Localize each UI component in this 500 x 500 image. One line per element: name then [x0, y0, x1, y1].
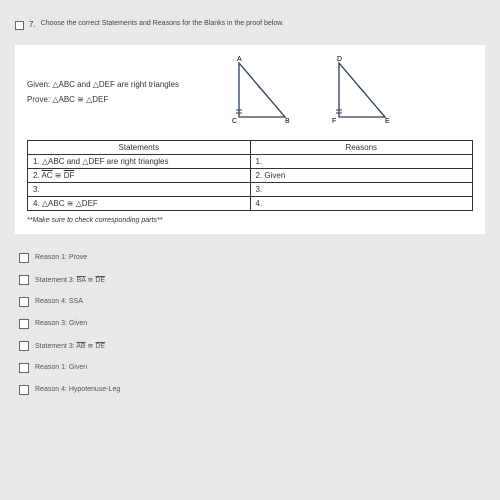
- option-checkbox[interactable]: [19, 385, 29, 395]
- option-checkbox[interactable]: [19, 341, 29, 351]
- option-item: Reason 4: Hypotenuse-Leg: [19, 384, 485, 395]
- svg-text:F: F: [332, 118, 336, 125]
- option-checkbox[interactable]: [19, 363, 29, 373]
- option-label: Statement 3: BA ≅ DE: [35, 276, 105, 284]
- svg-text:D: D: [337, 56, 342, 63]
- question-text: Choose the correct Statements and Reason…: [41, 20, 284, 27]
- triangle-diagrams: A C B D F E: [227, 55, 397, 130]
- table-row: 1. △ABC and △DEF are right triangles 1.: [28, 155, 473, 169]
- table-row: 2. AC ≅ DF 2. Given: [28, 169, 473, 183]
- given-label: Given:: [27, 80, 50, 89]
- triangle-abc: A C B: [227, 55, 297, 130]
- header-reasons: Reasons: [250, 141, 473, 155]
- option-checkbox[interactable]: [19, 253, 29, 263]
- question-checkbox[interactable]: [15, 21, 24, 30]
- header-statements: Statements: [28, 141, 251, 155]
- svg-text:A: A: [237, 56, 242, 63]
- option-label: Reason 1: Prove: [35, 254, 87, 261]
- option-label: Reason 1: Given: [35, 364, 87, 371]
- option-item: Reason 3: Given: [19, 318, 485, 329]
- prove-text: △ABC ≅ △DEF: [52, 95, 108, 104]
- option-label: Reason 4: Hypotenuse-Leg: [35, 386, 120, 393]
- option-checkbox[interactable]: [19, 319, 29, 329]
- answer-options: Reason 1: Prove Statement 3: BA ≅ DE Rea…: [15, 252, 485, 395]
- question-header: 7. Choose the correct Statements and Rea…: [15, 20, 485, 30]
- option-item: Reason 1: Given: [19, 362, 485, 373]
- option-item: Reason 4: SSA: [19, 296, 485, 307]
- table-row: 4. △ABC ≅ △DEF 4.: [28, 197, 473, 211]
- svg-text:C: C: [232, 118, 237, 125]
- triangle-def: D F E: [327, 55, 397, 130]
- note-text: **Make sure to check corresponding parts…: [27, 217, 473, 224]
- option-item: Statement 3: AB ≅ DE: [19, 340, 485, 351]
- option-label: Reason 3: Given: [35, 320, 87, 327]
- option-checkbox[interactable]: [19, 297, 29, 307]
- problem-row: Given: △ABC and △DEF are right triangles…: [27, 55, 473, 130]
- svg-text:E: E: [385, 118, 390, 125]
- option-item: Statement 3: BA ≅ DE: [19, 274, 485, 285]
- table-row: 3. 3.: [28, 183, 473, 197]
- prove-label: Prove:: [27, 95, 50, 104]
- option-label: Statement 3: AB ≅ DE: [35, 342, 105, 350]
- given-text: △ABC and △DEF are right triangles: [52, 80, 179, 89]
- svg-text:B: B: [285, 118, 290, 125]
- question-num: 7.: [29, 20, 36, 29]
- option-item: Reason 1: Prove: [19, 252, 485, 263]
- option-label: Reason 4: SSA: [35, 298, 83, 305]
- given-prove: Given: △ABC and △DEF are right triangles…: [27, 78, 207, 107]
- proof-content: Given: △ABC and △DEF are right triangles…: [15, 45, 485, 234]
- option-checkbox[interactable]: [19, 275, 29, 285]
- proof-table: Statements Reasons 1. △ABC and △DEF are …: [27, 140, 473, 211]
